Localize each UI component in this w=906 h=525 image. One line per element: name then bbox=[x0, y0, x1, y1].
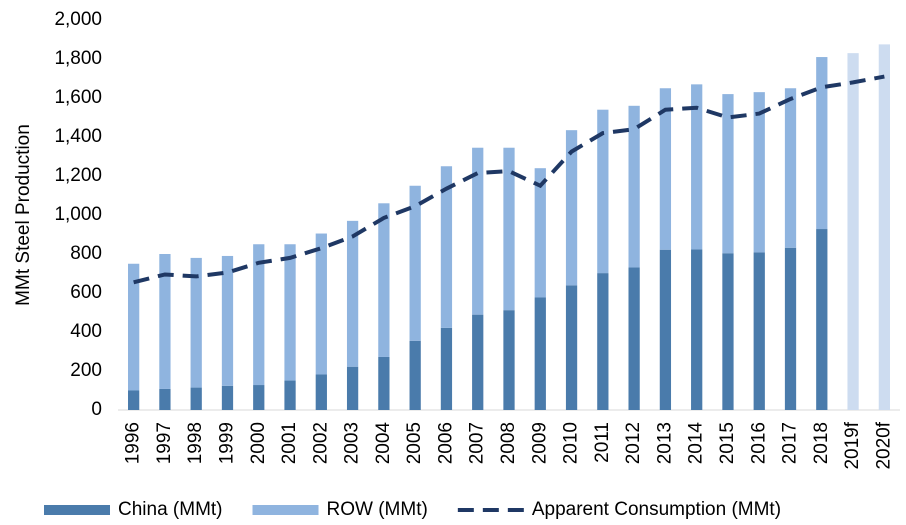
y-axis-label: MMt Steel Production bbox=[13, 124, 34, 306]
y-tick-label: 2,000 bbox=[54, 9, 102, 30]
x-tick-label: 2003 bbox=[342, 422, 363, 464]
bar bbox=[128, 390, 140, 410]
bar bbox=[691, 249, 703, 410]
bar bbox=[659, 88, 672, 250]
y-tick-label: 0 bbox=[91, 399, 102, 420]
bar bbox=[284, 244, 296, 381]
x-tick-label: 2005 bbox=[404, 422, 425, 464]
bar bbox=[503, 310, 515, 410]
bar bbox=[409, 185, 421, 341]
x-tick-label: 2004 bbox=[373, 422, 394, 465]
bar bbox=[565, 285, 578, 410]
x-tick-label: 2002 bbox=[310, 422, 331, 464]
bar bbox=[847, 53, 859, 411]
bar bbox=[816, 57, 828, 230]
y-tick-label: 800 bbox=[70, 243, 102, 264]
bar bbox=[534, 297, 546, 410]
y-tick-label: 1,000 bbox=[54, 204, 102, 225]
bar bbox=[159, 254, 171, 389]
x-tick-label: 2020f bbox=[873, 421, 894, 469]
bar bbox=[346, 220, 359, 367]
legend-swatch bbox=[44, 505, 110, 515]
x-tick-label: 2014 bbox=[686, 422, 707, 465]
bar bbox=[221, 255, 234, 386]
line bbox=[133, 74, 885, 285]
bar bbox=[628, 105, 640, 268]
bar bbox=[440, 166, 453, 328]
legend-swatch bbox=[252, 505, 319, 515]
y-tick-label: 400 bbox=[70, 321, 102, 342]
bar bbox=[659, 249, 672, 410]
x-tick-label: 2018 bbox=[811, 422, 832, 464]
bar bbox=[722, 94, 734, 254]
x-tick-label: 2016 bbox=[748, 422, 769, 464]
x-tick-label: 1999 bbox=[216, 422, 237, 464]
bar bbox=[253, 244, 265, 386]
bar bbox=[128, 263, 140, 391]
bar bbox=[784, 247, 797, 410]
bar bbox=[565, 130, 578, 286]
bar bbox=[503, 147, 515, 311]
bar bbox=[346, 366, 359, 410]
bar bbox=[440, 327, 453, 410]
bar bbox=[472, 147, 484, 315]
legend-label: ROW (MMt) bbox=[327, 499, 428, 520]
x-tick-label: 2008 bbox=[498, 422, 519, 464]
bar bbox=[691, 84, 703, 250]
y-tick-label: 1,400 bbox=[54, 126, 102, 147]
bar bbox=[221, 385, 234, 410]
bar bbox=[159, 388, 171, 410]
y-tick-label: 1,600 bbox=[54, 87, 102, 108]
bar bbox=[534, 168, 546, 298]
bar bbox=[472, 314, 484, 410]
y-tick-label: 1,800 bbox=[54, 48, 102, 69]
y-tick-label: 600 bbox=[70, 282, 102, 303]
bar bbox=[378, 203, 390, 357]
x-tick-label: 2000 bbox=[248, 422, 269, 464]
x-tick-label: 2001 bbox=[279, 422, 300, 464]
x-tick-label: 2007 bbox=[467, 422, 488, 464]
x-tick-label: 1997 bbox=[154, 422, 175, 464]
y-tick-label: 1,200 bbox=[54, 165, 102, 186]
bar bbox=[284, 380, 296, 410]
bar bbox=[597, 109, 609, 274]
bar bbox=[315, 233, 327, 375]
x-tick-label: 2010 bbox=[561, 422, 582, 464]
y-tick-label: 200 bbox=[70, 360, 102, 381]
bar bbox=[753, 92, 765, 253]
x-tick-label: 2009 bbox=[529, 422, 550, 464]
x-tick-label: 2013 bbox=[654, 422, 675, 464]
x-tick-label: 2012 bbox=[623, 422, 644, 464]
legend-label: Apparent Consumption (MMt) bbox=[532, 499, 781, 520]
x-tick-label: 2017 bbox=[780, 422, 801, 464]
bar bbox=[628, 267, 640, 410]
x-tick-label: 1998 bbox=[185, 422, 206, 464]
x-tick-label: 2011 bbox=[592, 422, 613, 463]
legend-label: China (MMt) bbox=[118, 499, 223, 520]
bar bbox=[190, 387, 202, 410]
bar bbox=[784, 88, 797, 248]
bar bbox=[253, 385, 265, 410]
bar bbox=[190, 257, 202, 388]
bar bbox=[315, 374, 327, 410]
x-tick-label: 2019f bbox=[842, 421, 863, 469]
bar bbox=[597, 273, 609, 410]
x-tick-label: 2006 bbox=[435, 422, 456, 464]
bar bbox=[722, 253, 734, 410]
x-tick-label: 2015 bbox=[717, 422, 738, 464]
bar bbox=[409, 340, 421, 410]
bar bbox=[816, 229, 828, 410]
x-tick-label: 1996 bbox=[123, 422, 144, 464]
bar bbox=[753, 252, 765, 410]
bar bbox=[878, 44, 890, 410]
bar bbox=[378, 356, 390, 410]
